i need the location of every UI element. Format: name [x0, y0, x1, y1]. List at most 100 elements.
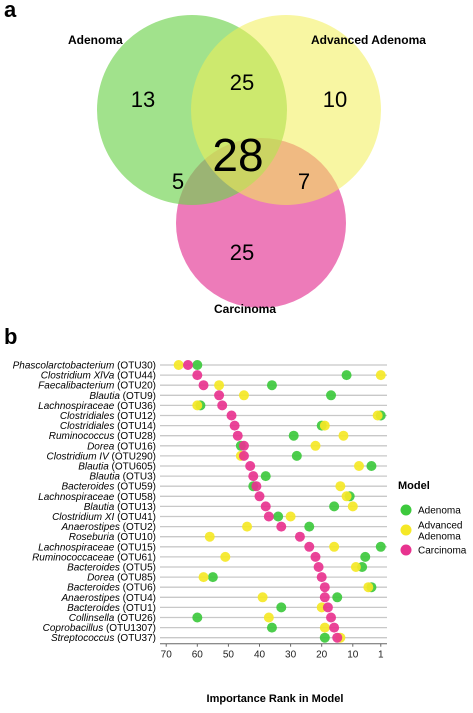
venn-diagram: Adenoma Advanced Adenoma Carcinoma 13 10… — [68, 15, 426, 316]
point-advanced-adenoma — [238, 390, 249, 401]
otu-id: (OTU15) — [114, 542, 156, 553]
point-advanced-adenoma — [335, 481, 346, 492]
point-advanced-adenoma — [347, 501, 358, 512]
category-label: Bacteroides (OTU1) — [67, 603, 156, 614]
genus-name: Ruminococcus — [49, 431, 115, 442]
otu-id: (OTU4) — [120, 593, 156, 604]
category-label: Blautia (OTU9) — [89, 391, 156, 402]
category-label: Dorea (OTU85) — [87, 573, 156, 584]
category-label: Bacteroides (OTU5) — [67, 563, 156, 574]
point-advanced-adenoma — [285, 511, 296, 522]
venn-label-carcinoma: Carcinoma — [214, 302, 276, 316]
point-carcinoma — [182, 360, 193, 370]
point-advanced-adenoma — [350, 562, 361, 572]
legend-swatch-carcinoma — [400, 544, 412, 556]
category-label: Lachnospiraceae (OTU15) — [38, 542, 156, 553]
point-carcinoma — [192, 370, 203, 381]
otu-id: (OTU59) — [114, 482, 156, 493]
point-carcinoma — [276, 521, 287, 532]
genus-name: Phascolarctobacterium — [13, 361, 115, 372]
category-label: Faecalibacterium (OTU20) — [38, 381, 156, 392]
point-adenoma — [360, 551, 371, 562]
point-adenoma — [192, 612, 203, 623]
genus-name: Lachnospiraceae — [38, 492, 115, 503]
point-advanced-adenoma — [310, 440, 321, 451]
point-carcinoma — [329, 622, 340, 633]
genus-name: Blautia — [78, 462, 109, 473]
panel-label-a: a — [4, 0, 17, 22]
category-label: Dorea (OTU16) — [87, 441, 156, 452]
point-advanced-adenoma — [354, 461, 365, 471]
point-advanced-adenoma — [204, 531, 215, 542]
point-adenoma — [192, 360, 203, 370]
category-label: Clostridium XlVa (OTU44) — [41, 371, 156, 382]
point-advanced-adenoma — [372, 410, 383, 421]
otu-id: (OTU1) — [120, 603, 156, 614]
point-carcinoma — [245, 461, 256, 471]
otu-id: (OTU16) — [114, 441, 156, 452]
category-label: Blautia (OTU3) — [89, 472, 156, 483]
otu-id: (OTU26) — [114, 613, 156, 624]
point-carcinoma — [326, 612, 337, 623]
point-adenoma — [260, 471, 271, 482]
point-carcinoma — [319, 592, 330, 603]
otu-id: (OTU13) — [114, 502, 156, 513]
legend-label: Adenoma — [418, 506, 461, 517]
point-advanced-adenoma — [319, 420, 330, 431]
legend-title: Model — [398, 480, 430, 492]
point-advanced-adenoma — [263, 612, 274, 623]
point-carcinoma — [226, 410, 237, 421]
legend-swatch-advanced-adenoma — [400, 524, 412, 536]
otu-id: (OTU36) — [114, 401, 156, 412]
otu-id: (OTU605) — [109, 462, 156, 473]
point-carcinoma — [260, 501, 271, 512]
genus-name: Ruminococcaceae — [32, 552, 115, 563]
genus-name: Blautia — [89, 472, 120, 483]
legend-label: Advanced Adenoma — [418, 521, 462, 543]
point-adenoma — [273, 511, 284, 522]
category-label: Clostridiales (OTU12) — [60, 411, 156, 422]
genus-name: Blautia — [89, 391, 120, 402]
point-adenoma — [207, 572, 218, 583]
point-carcinoma — [198, 380, 209, 391]
point-adenoma — [288, 430, 299, 441]
point-advanced-adenoma — [338, 430, 349, 441]
venn-count-adenoma-only: 13 — [131, 87, 155, 112]
point-adenoma — [341, 370, 352, 381]
genus-name: Lachnospiraceae — [38, 542, 115, 553]
point-adenoma — [329, 501, 340, 512]
x-tick-label: 40 — [254, 650, 266, 661]
otu-id: (OTU28) — [114, 431, 156, 442]
category-label: Anaerostipes (OTU4) — [61, 593, 156, 604]
point-advanced-adenoma — [173, 360, 184, 370]
point-carcinoma — [313, 562, 324, 572]
genus-name: Streptococcus — [51, 633, 114, 644]
point-carcinoma — [316, 572, 327, 583]
point-advanced-adenoma — [319, 622, 330, 633]
category-label: Clostridium XI (OTU41) — [52, 512, 156, 523]
genus-name: Collinsella — [69, 613, 115, 624]
x-tick-label: 30 — [285, 650, 297, 661]
category-label: Clostridiales (OTU14) — [60, 421, 156, 432]
genus-name: Lachnospiraceae — [38, 401, 115, 412]
point-adenoma — [266, 622, 277, 633]
category-label: Lachnospiraceae (OTU36) — [38, 401, 156, 412]
category-label: Blautia (OTU13) — [84, 502, 156, 513]
genus-name: Blautia — [84, 502, 115, 513]
point-carcinoma — [229, 420, 240, 431]
category-label: Roseburia (OTU10) — [69, 532, 156, 543]
point-carcinoma — [304, 541, 315, 552]
category-label: Anaerostipes (OTU2) — [61, 522, 156, 533]
category-label: Streptococcus (OTU37) — [51, 633, 156, 644]
category-label: Collinsella (OTU26) — [69, 613, 156, 624]
otu-id: (OTU14) — [114, 421, 156, 432]
point-advanced-adenoma — [363, 582, 374, 593]
point-carcinoma — [310, 551, 321, 562]
point-carcinoma — [319, 582, 330, 593]
genus-name: Bacteroides — [67, 583, 120, 594]
point-adenoma — [266, 380, 277, 391]
panel-label-b: b — [4, 324, 18, 349]
x-tick-label: 60 — [192, 650, 204, 661]
otu-id: (OTU37) — [114, 633, 156, 644]
